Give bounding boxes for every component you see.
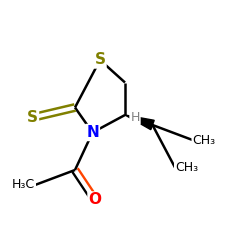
Text: H₃C: H₃C — [12, 178, 35, 192]
Text: S: S — [94, 52, 106, 68]
Text: O: O — [88, 192, 102, 208]
Text: S: S — [27, 110, 38, 125]
Text: N: N — [86, 125, 99, 140]
Text: CH₃: CH₃ — [192, 134, 216, 146]
Polygon shape — [125, 115, 154, 130]
Text: H: H — [130, 111, 140, 124]
Text: CH₃: CH₃ — [175, 161, 198, 174]
